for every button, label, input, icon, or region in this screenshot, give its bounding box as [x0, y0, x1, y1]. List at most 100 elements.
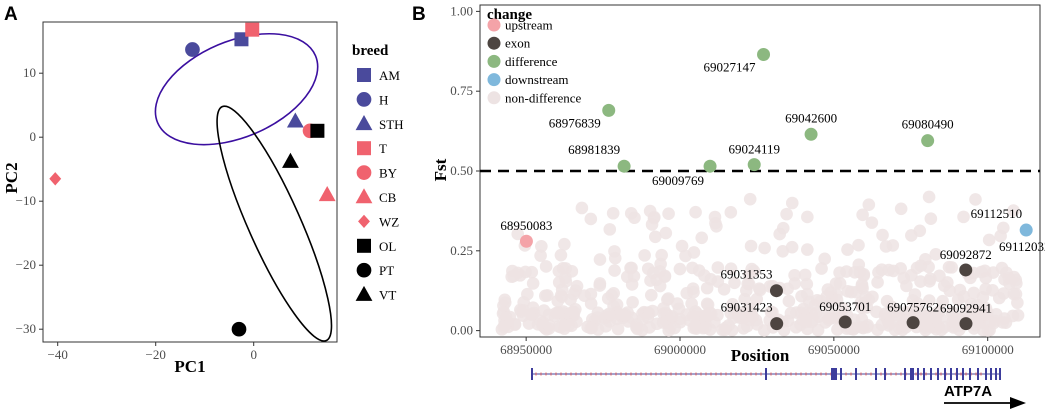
gene-exon: [977, 368, 979, 380]
panel-a-ellipses: [154, 32, 333, 342]
non-difference-point: [610, 298, 624, 312]
non-difference-point: [891, 308, 905, 322]
panel-b-y-tick-label: 1.00: [450, 3, 473, 18]
non-difference-point: [862, 198, 876, 212]
point-label: 69031353: [720, 267, 772, 282]
non-difference-point: [743, 192, 757, 206]
panel-b-letter: B: [412, 4, 426, 25]
non-difference-point: [800, 287, 814, 301]
non-difference-point: [811, 323, 825, 337]
legend-label-sth: STH: [379, 117, 404, 132]
non-difference-point: [780, 207, 793, 221]
non-difference-point: [606, 206, 620, 220]
panel-a-y-tick-label: −10: [16, 193, 36, 208]
panel-a-legend: AM H STH T BY CB WZ OL PT VT: [355, 68, 404, 303]
non-difference-point: [665, 310, 679, 323]
point-label: 69042600: [785, 110, 837, 125]
panel-a-y-axis-title: PC2: [2, 162, 21, 193]
non-difference-point: [601, 292, 615, 305]
panel-b-background-points: [495, 190, 1025, 337]
non-difference-point: [737, 321, 750, 335]
non-difference-point: [575, 201, 589, 215]
gene-exon: [923, 368, 925, 380]
non-difference-point: [539, 289, 552, 303]
non-difference-point: [638, 249, 651, 262]
difference-point: [602, 103, 616, 117]
legend-key-exon: [487, 36, 501, 50]
non-difference-point: [1009, 287, 1023, 301]
non-difference-point: [920, 311, 933, 325]
non-difference-point: [913, 224, 927, 238]
difference-point: [757, 47, 771, 61]
non-difference-point: [711, 261, 725, 274]
non-difference-point: [643, 321, 656, 334]
cluster-ellipse: [216, 105, 333, 342]
non-difference-point: [856, 208, 869, 222]
panel-b-legend-title: change: [487, 7, 532, 23]
non-difference-point: [852, 238, 865, 252]
non-difference-point: [830, 293, 844, 307]
exon-point: [769, 284, 783, 298]
non-difference-point: [567, 305, 581, 319]
non-difference-point: [551, 294, 565, 308]
non-difference-point: [668, 321, 681, 335]
non-difference-point: [503, 310, 517, 324]
non-difference-point: [554, 248, 568, 262]
non-difference-point: [758, 241, 771, 255]
non-difference-point: [854, 296, 867, 310]
legend-label-exon: exon: [505, 36, 531, 51]
non-difference-point: [894, 202, 908, 216]
non-difference-point: [710, 219, 723, 233]
non-difference-point: [602, 307, 616, 321]
gene-exon: [835, 368, 837, 380]
non-difference-point: [675, 239, 689, 253]
non-difference-point: [558, 237, 571, 251]
non-difference-point: [535, 240, 548, 253]
gene-exon: [912, 368, 914, 380]
non-difference-point: [578, 289, 591, 303]
panel-b-y-tick-label: 0.25: [450, 243, 473, 258]
non-difference-point: [865, 216, 879, 229]
panel-b-legend-background: [486, 6, 596, 104]
non-difference-point: [659, 226, 673, 240]
non-difference-point: [933, 269, 946, 283]
non-difference-point: [534, 249, 547, 262]
non-difference-point: [511, 227, 525, 241]
panel-b-x-tick-label: 69100000: [962, 342, 1014, 357]
point-label: 69075762: [887, 300, 939, 315]
panel-b-labeled-points: 69027147 68976839 69042600 69080490 68981839…: [500, 47, 1045, 331]
non-difference-point: [946, 314, 960, 328]
difference-point: [921, 134, 935, 148]
legend-symbol-am: [357, 68, 371, 82]
gene-exon: [765, 368, 767, 380]
legend-label-t: T: [379, 141, 387, 156]
panel-b-y-tick-label: 0.00: [450, 323, 473, 338]
non-difference-point: [641, 310, 655, 324]
non-difference-point: [733, 311, 746, 324]
legend-symbol-wz: [358, 214, 370, 229]
gene-exon: [937, 368, 939, 380]
exon-point: [906, 316, 920, 330]
non-difference-point: [871, 276, 884, 289]
legend-label-h: H: [379, 92, 388, 107]
legend-key-non-difference: [487, 91, 501, 105]
non-difference-point: [773, 227, 786, 241]
non-difference-point: [626, 295, 639, 309]
panel-b: B 0.00 0.25 0.50 0.75 1.00 68950000 69000000 69…: [412, 3, 1045, 409]
non-difference-point: [906, 294, 920, 307]
non-difference-point: [870, 305, 883, 319]
pca-point-h: [185, 42, 200, 57]
non-difference-point: [624, 207, 638, 220]
panel-a-axis-ticks: −40 −20 0 10 0 −10 −20 −30: [16, 65, 257, 362]
legend-symbol-pt: [356, 262, 372, 278]
non-difference-point: [757, 324, 771, 337]
non-difference-point: [608, 264, 621, 277]
non-difference-point: [537, 304, 551, 317]
gene-track: [531, 368, 1001, 380]
non-difference-point: [753, 283, 767, 297]
gene-exon: [833, 368, 835, 380]
non-difference-point: [539, 260, 553, 273]
non-difference-point: [611, 322, 625, 336]
panel-a-x-tick-label: −20: [146, 347, 166, 362]
non-difference-point: [785, 240, 799, 254]
